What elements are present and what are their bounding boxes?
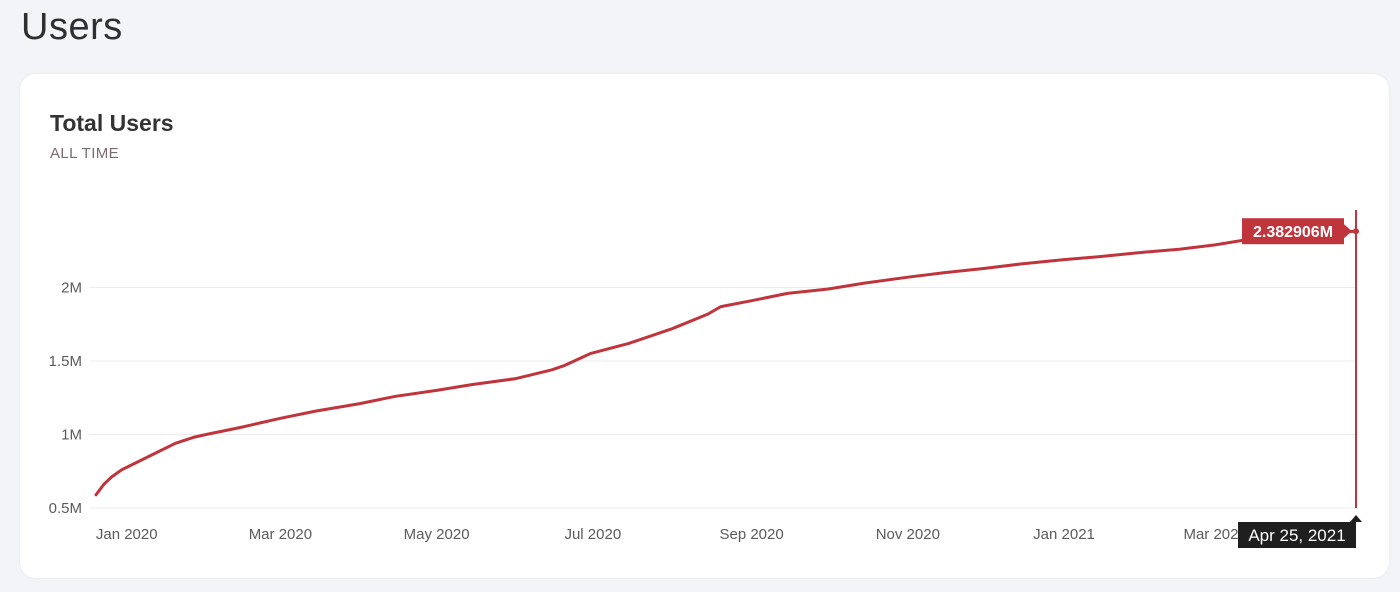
page-title: Users <box>21 6 123 48</box>
x-tick-label: Jan 2021 <box>1033 526 1095 543</box>
hover-point-marker <box>1353 228 1359 235</box>
x-tick-label: May 2020 <box>404 526 470 543</box>
card-title: Total Users <box>50 110 174 136</box>
y-tick-label: 1M <box>61 427 82 444</box>
x-tick-label: Jan 2020 <box>96 526 158 543</box>
hover-date-tooltip-arrow <box>1350 515 1362 522</box>
x-tick-label: Mar 2021 <box>1183 526 1246 543</box>
hover-value-label: 2.382906M <box>1253 224 1333 241</box>
x-tick-label: Mar 2020 <box>249 526 312 543</box>
y-tick-label: 0.5M <box>49 500 82 517</box>
hover-value-tooltip <box>1242 218 1344 245</box>
hover-date-label: Apr 25, 2021 <box>1248 526 1345 545</box>
series-line-total-users[interactable] <box>94 229 1358 497</box>
total-users-chart[interactable]: 0.5M 1M 1.5M 2M Jan 2020 Mar 2020 May 2020 Jul … <box>20 74 1389 578</box>
x-tick-label: Nov 2020 <box>876 526 940 543</box>
hover-value-tooltip-arrow <box>1344 224 1352 239</box>
y-tick-label: 2M <box>61 280 82 297</box>
total-users-card: Total Users ALL TIME 0.5M 1M 1.5M 2M Jan 202… <box>20 74 1389 578</box>
y-tick-label: 1.5M <box>49 353 82 370</box>
card-subtitle: ALL TIME <box>50 145 120 162</box>
x-tick-label: Jul 2020 <box>564 526 621 543</box>
hover-date-tooltip <box>1238 522 1356 548</box>
x-tick-label: Sep 2020 <box>719 526 783 543</box>
